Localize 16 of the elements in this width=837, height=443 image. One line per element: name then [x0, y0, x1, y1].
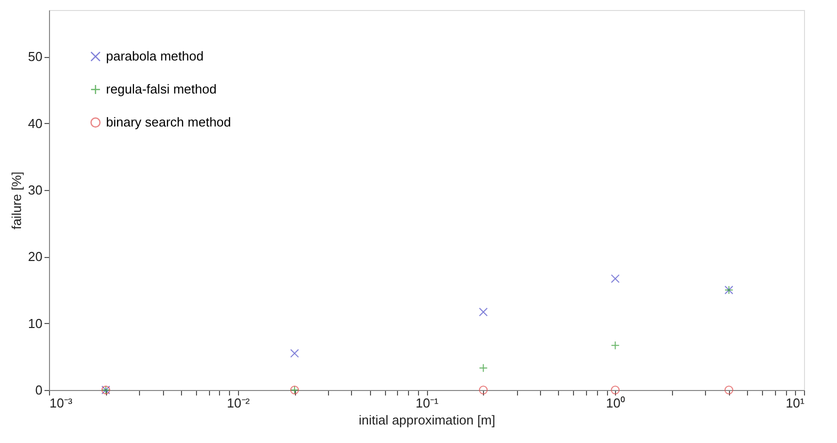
y-tick-label: 50 — [28, 49, 42, 64]
y-tick-label: 20 — [28, 249, 42, 264]
x-tick-label: 10⁻² — [226, 396, 250, 410]
legend-label: parabola method — [106, 48, 204, 64]
x-tick-label: 10⁰ — [606, 396, 626, 410]
legend-label: binary search method — [106, 114, 232, 130]
y-axis-title: failure [%] — [9, 172, 24, 230]
x-axis-title: initial approximation [m] — [358, 412, 496, 428]
y-tick-label: 0 — [35, 382, 42, 398]
x-tick-label: 10¹ — [786, 396, 806, 410]
y-tick-label: 30 — [28, 182, 42, 198]
y-tick-label: 10 — [28, 316, 42, 331]
x-tick-label: 10⁻³ — [50, 396, 73, 410]
y-tick-label: 40 — [28, 116, 42, 131]
legend-label: regula-falsi method — [106, 82, 217, 96]
x-tick-label: 10⁻¹ — [416, 396, 440, 410]
